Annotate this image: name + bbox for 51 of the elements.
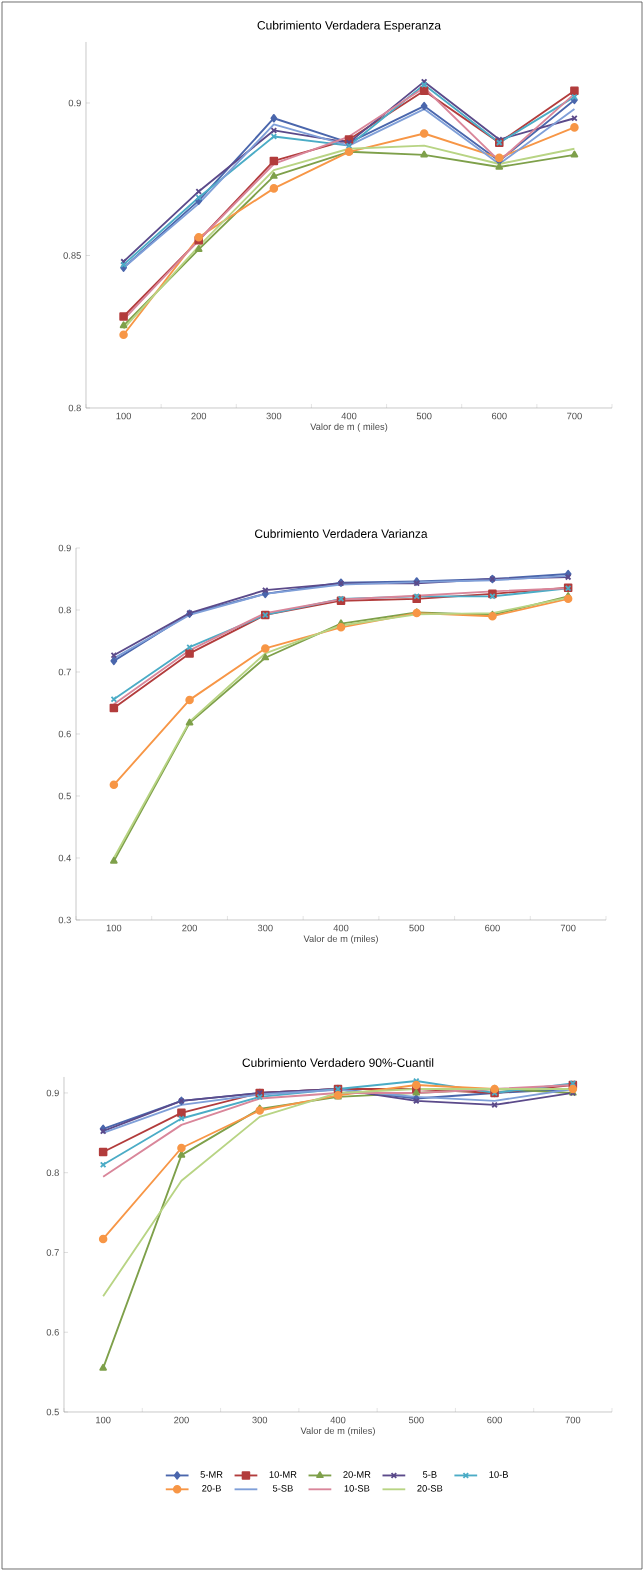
legend-label: 10-MR [269,1471,297,1478]
y-tick-label: 0.5 [58,792,71,800]
y-tick-label: 0.8 [58,606,71,614]
chart-title: Cubrimiento Verdadera Esperanza [257,20,442,32]
x-tick-label: 500 [409,924,425,932]
x-tick-label: 400 [333,924,349,932]
x-tick-label: 200 [191,412,207,420]
y-tick-label: 0.85 [63,252,81,259]
x-tick-label: 100 [96,1416,111,1424]
x-tick-label: 300 [257,924,273,932]
y-tick-label: 0.8 [46,1169,59,1177]
x-tick-label: 300 [266,412,282,420]
x-tick-label: 200 [174,1416,189,1424]
legend-label: 10-B [489,1471,508,1478]
x-axis-title: Valor de m (miles) [303,935,378,944]
x-tick-label: 100 [106,924,122,932]
x-axis-title: Valor de m ( miles) [310,423,388,432]
y-tick-label: 0.9 [46,1089,59,1097]
y-tick-label: 0.6 [46,1328,59,1336]
y-tick-label: 0.7 [46,1249,59,1256]
x-axis-title: Valor de m (miles) [300,1427,375,1436]
x-tick-label: 700 [565,1416,581,1424]
y-tick-label: 0.8 [68,404,81,412]
y-tick-label: 0.6 [58,730,71,738]
x-tick-label: 400 [341,412,357,420]
legend-label: 5-MR [200,1471,223,1478]
x-tick-label: 600 [485,924,500,932]
y-tick-label: 0.3 [58,916,71,924]
x-tick-label: 600 [487,1416,502,1424]
x-tick-label: 500 [408,1416,424,1424]
x-tick-label: 500 [416,412,432,420]
x-tick-label: 300 [252,1416,268,1424]
legend-label: 20-SB [417,1485,443,1492]
x-tick-label: 200 [182,924,197,932]
legend-label: 5-SB [272,1485,293,1492]
chart-title: Cubrimiento Verdadero 90%-Cuantil [242,1058,434,1067]
x-tick-label: 600 [491,412,507,420]
x-tick-label: 100 [116,412,131,420]
legend-label: 20-B [202,1485,221,1492]
legend-label: 10-SB [344,1485,370,1492]
y-tick-label: 0.9 [68,99,81,107]
x-tick-label: 700 [567,412,582,420]
y-tick-label: 0.7 [58,668,71,676]
y-tick-label: 0.5 [46,1408,59,1416]
legend-label: 5-B [422,1471,437,1478]
legend-label: 20-MR [343,1471,371,1478]
chart-title: Cubrimiento Verdadera Varianza [255,529,428,538]
y-tick-label: 0.9 [58,544,71,552]
y-tick-label: 0.4 [58,854,72,862]
x-tick-label: 700 [560,924,576,932]
x-tick-label: 400 [330,1416,346,1424]
